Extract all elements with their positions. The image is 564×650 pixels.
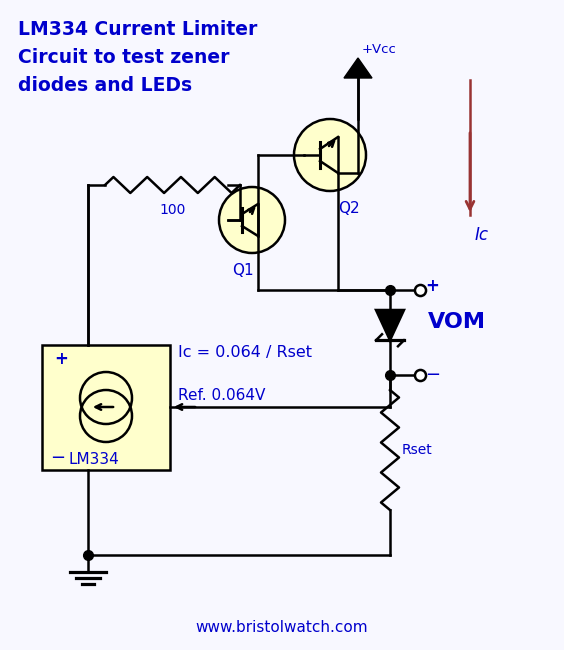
Text: −: − bbox=[50, 449, 65, 467]
Circle shape bbox=[294, 119, 366, 191]
Text: Q2: Q2 bbox=[338, 201, 360, 216]
Text: LM334 Current Limiter: LM334 Current Limiter bbox=[18, 20, 257, 39]
Text: Circuit to test zener: Circuit to test zener bbox=[18, 48, 230, 67]
Text: +: + bbox=[54, 350, 68, 368]
Polygon shape bbox=[376, 310, 404, 340]
Text: Ic = 0.064 / Rset: Ic = 0.064 / Rset bbox=[178, 344, 312, 359]
Polygon shape bbox=[344, 58, 372, 78]
Text: Ref. 0.064V: Ref. 0.064V bbox=[178, 387, 266, 402]
Text: Ic: Ic bbox=[475, 226, 489, 244]
Text: diodes and LEDs: diodes and LEDs bbox=[18, 76, 192, 95]
Text: +Vcc: +Vcc bbox=[362, 43, 397, 56]
Bar bbox=[42, 345, 170, 470]
Circle shape bbox=[219, 187, 285, 253]
Text: VOM: VOM bbox=[428, 312, 486, 332]
Text: www.bristolwatch.com: www.bristolwatch.com bbox=[196, 621, 368, 636]
Text: Rset: Rset bbox=[402, 443, 433, 457]
Text: +: + bbox=[425, 277, 439, 295]
Text: Q1: Q1 bbox=[232, 263, 254, 278]
Text: 100: 100 bbox=[159, 203, 186, 217]
Text: −: − bbox=[425, 366, 440, 384]
Text: LM334: LM334 bbox=[68, 452, 119, 467]
